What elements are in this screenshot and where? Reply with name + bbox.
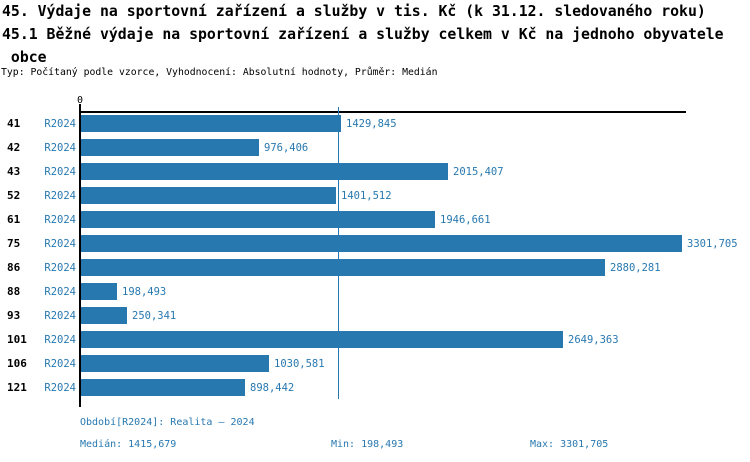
bar-value-label: 898,442 [250, 382, 295, 394]
row-series-label: R2024 [44, 118, 76, 130]
bar [81, 139, 259, 156]
footer-period-label: Období[R2024]: Realita – 2024 [80, 417, 255, 428]
row-category-label: 61 [7, 213, 21, 226]
bar [81, 283, 117, 300]
footer-median-stat: Medián: 1415,679 [80, 439, 177, 450]
row-series-label: R2024 [44, 286, 76, 298]
row-series-label: R2024 [44, 142, 76, 154]
row-category-label: 101 [7, 333, 27, 346]
bar [81, 259, 605, 276]
bar [81, 211, 435, 228]
bar [81, 235, 682, 252]
chart-type-meta-line: Typ: Počítaný podle vzorce, Vyhodnocení:… [1, 67, 438, 78]
row-category-label: 75 [7, 237, 21, 250]
row-category-label: 52 [7, 189, 21, 202]
row-series-label: R2024 [44, 334, 76, 346]
bar [81, 115, 341, 132]
bar-value-label: 1030,581 [274, 358, 325, 370]
chart-title-line3: obce [2, 49, 47, 66]
row-series-label: R2024 [44, 310, 76, 322]
row-category-label: 88 [7, 285, 21, 298]
row-series-label: R2024 [44, 382, 76, 394]
chart-title-line2: 45.1 Běžné výdaje na sportovní zařízení … [2, 26, 724, 43]
bar [81, 187, 336, 204]
median-line [338, 107, 339, 399]
row-category-label: 93 [7, 309, 21, 322]
row-series-label: R2024 [44, 190, 76, 202]
axis-zero-tick-label: 0 [76, 95, 84, 106]
bar [81, 355, 269, 372]
bar-value-label: 1946,661 [440, 214, 491, 226]
row-category-label: 41 [7, 117, 21, 130]
bar-value-label: 2015,407 [453, 166, 504, 178]
axis-top-line [80, 111, 686, 113]
footer-min-stat: Min: 198,493 [331, 439, 404, 450]
row-category-label: 43 [7, 165, 21, 178]
bar-value-label: 3301,705 [687, 238, 738, 250]
bar-value-label: 2880,281 [610, 262, 661, 274]
bar-value-label: 198,493 [122, 286, 167, 298]
bar [81, 379, 245, 396]
row-category-label: 86 [7, 261, 21, 274]
row-category-label: 42 [7, 141, 21, 154]
row-series-label: R2024 [44, 262, 76, 274]
bar [81, 307, 127, 324]
bar-value-label: 2649,363 [568, 334, 619, 346]
bar [81, 163, 448, 180]
bar [81, 331, 563, 348]
row-series-label: R2024 [44, 166, 76, 178]
chart-title-line1: 45. Výdaje na sportovní zařízení a služb… [2, 3, 706, 20]
row-series-label: R2024 [44, 238, 76, 250]
axis-vertical-line [79, 104, 81, 407]
row-category-label: 121 [7, 381, 27, 394]
footer-max-stat: Max: 3301,705 [530, 439, 609, 450]
row-series-label: R2024 [44, 358, 76, 370]
bar-value-label: 1401,512 [341, 190, 392, 202]
row-category-label: 106 [7, 357, 27, 370]
row-series-label: R2024 [44, 214, 76, 226]
bar-value-label: 976,406 [264, 142, 309, 154]
bar-value-label: 1429,845 [346, 118, 397, 130]
bar-value-label: 250,341 [132, 310, 177, 322]
